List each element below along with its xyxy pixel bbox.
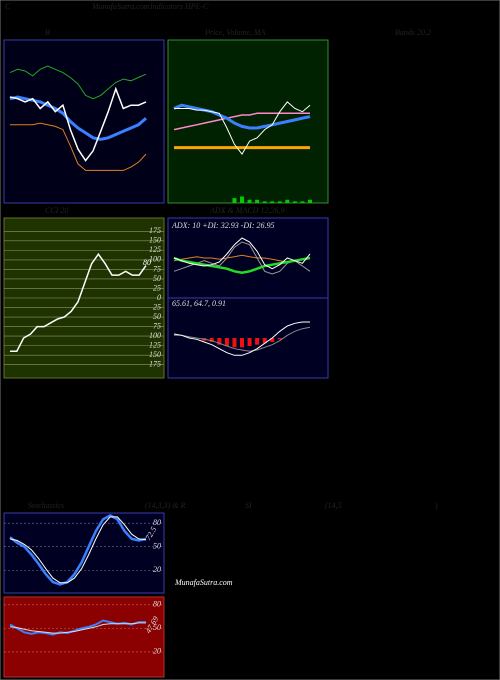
y-tick-label: 125	[149, 245, 161, 254]
y-tick-label: 80	[153, 518, 161, 527]
watermark: MunafaSutra.com	[174, 578, 233, 587]
series-line	[10, 252, 147, 353]
bar	[262, 338, 267, 344]
annotation: 80	[143, 258, 151, 267]
bar	[262, 201, 267, 203]
panel-title: ADX & MACD 12,26,9	[209, 206, 284, 215]
header-text: (14,3,3) & R	[145, 501, 186, 510]
bar	[255, 199, 260, 203]
header-text: Indicators HPE-C	[149, 2, 209, 11]
y-tick-label: 150	[149, 236, 161, 245]
series-line	[9, 619, 146, 636]
bar	[270, 201, 275, 203]
panel	[3, 512, 165, 594]
series-line	[173, 256, 311, 274]
y-tick-label: 100	[149, 331, 161, 340]
series-line	[174, 101, 311, 155]
bar	[292, 201, 297, 203]
panel	[167, 39, 329, 204]
y-tick-label: 25	[153, 302, 161, 311]
bar	[277, 201, 282, 203]
series-line	[173, 321, 310, 356]
bar	[232, 198, 237, 203]
series-line	[9, 513, 147, 586]
bar	[240, 196, 244, 203]
series-line	[9, 622, 146, 634]
bar	[232, 338, 237, 348]
bar	[300, 201, 305, 203]
y-tick-label: 175	[149, 359, 161, 368]
header-text: B	[45, 28, 50, 37]
series-line	[9, 516, 147, 584]
y-tick-label: 0	[157, 293, 161, 302]
y-tick-label: 25	[153, 283, 161, 292]
series-line	[9, 95, 147, 141]
bar	[270, 338, 275, 342]
y-tick-label: 50	[153, 274, 161, 283]
header-text: Price, Volume, MA	[204, 28, 266, 37]
bar	[308, 199, 312, 203]
series-line	[9, 86, 147, 162]
header-text: Bands 20,2	[395, 28, 431, 37]
series-line	[173, 112, 310, 131]
bar	[224, 338, 229, 346]
series-line	[173, 237, 311, 270]
series-line	[174, 326, 311, 352]
header-text: C	[5, 2, 11, 11]
y-tick-label: 175	[149, 226, 161, 235]
y-tick-label: 150	[149, 350, 161, 359]
y-tick-label: 75	[153, 321, 161, 330]
header-text: MunafaSutra.com	[91, 2, 150, 11]
bar	[247, 338, 252, 346]
y-tick-label: 50	[153, 623, 161, 632]
series-line	[9, 65, 147, 100]
series-line	[10, 122, 147, 171]
header-text: Stochastics	[28, 501, 64, 510]
header-text: (14,5	[325, 501, 342, 510]
bar	[255, 338, 260, 345]
panel	[167, 217, 329, 299]
annotation: 65.61, 64.7, 0.91	[172, 299, 226, 308]
panel	[3, 39, 165, 204]
header-text: )	[434, 501, 438, 510]
y-tick-label: 20	[153, 565, 161, 574]
y-tick-label: 80	[153, 600, 161, 609]
panel-title: CCI 20	[45, 206, 68, 215]
y-tick-label: 125	[149, 340, 161, 349]
y-tick-label: 100	[149, 255, 161, 264]
y-tick-label: 75	[153, 264, 161, 273]
bar	[247, 199, 252, 203]
bar	[209, 338, 214, 342]
bar	[240, 338, 244, 348]
header-text: SI	[245, 501, 252, 510]
bar	[217, 338, 222, 345]
annotation: ADX: 10 +DI: 32.93 -DI: 26.95	[171, 221, 275, 230]
bar	[285, 199, 290, 203]
y-tick-label: 20	[153, 647, 161, 656]
panel	[3, 596, 165, 678]
y-tick-label: 50	[153, 542, 161, 551]
series-line	[173, 103, 311, 130]
y-tick-label: 50	[153, 312, 161, 321]
bar	[277, 338, 282, 340]
